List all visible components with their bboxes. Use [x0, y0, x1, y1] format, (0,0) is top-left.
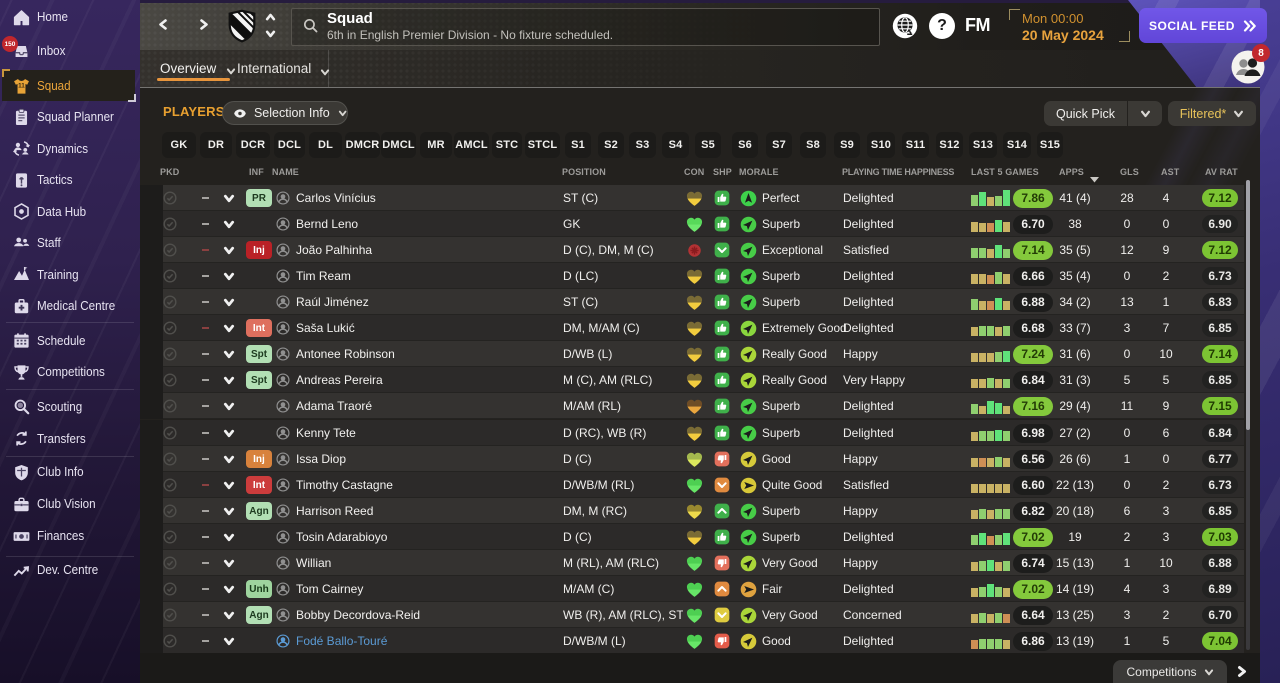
svg-text:11: 11 [18, 82, 25, 89]
